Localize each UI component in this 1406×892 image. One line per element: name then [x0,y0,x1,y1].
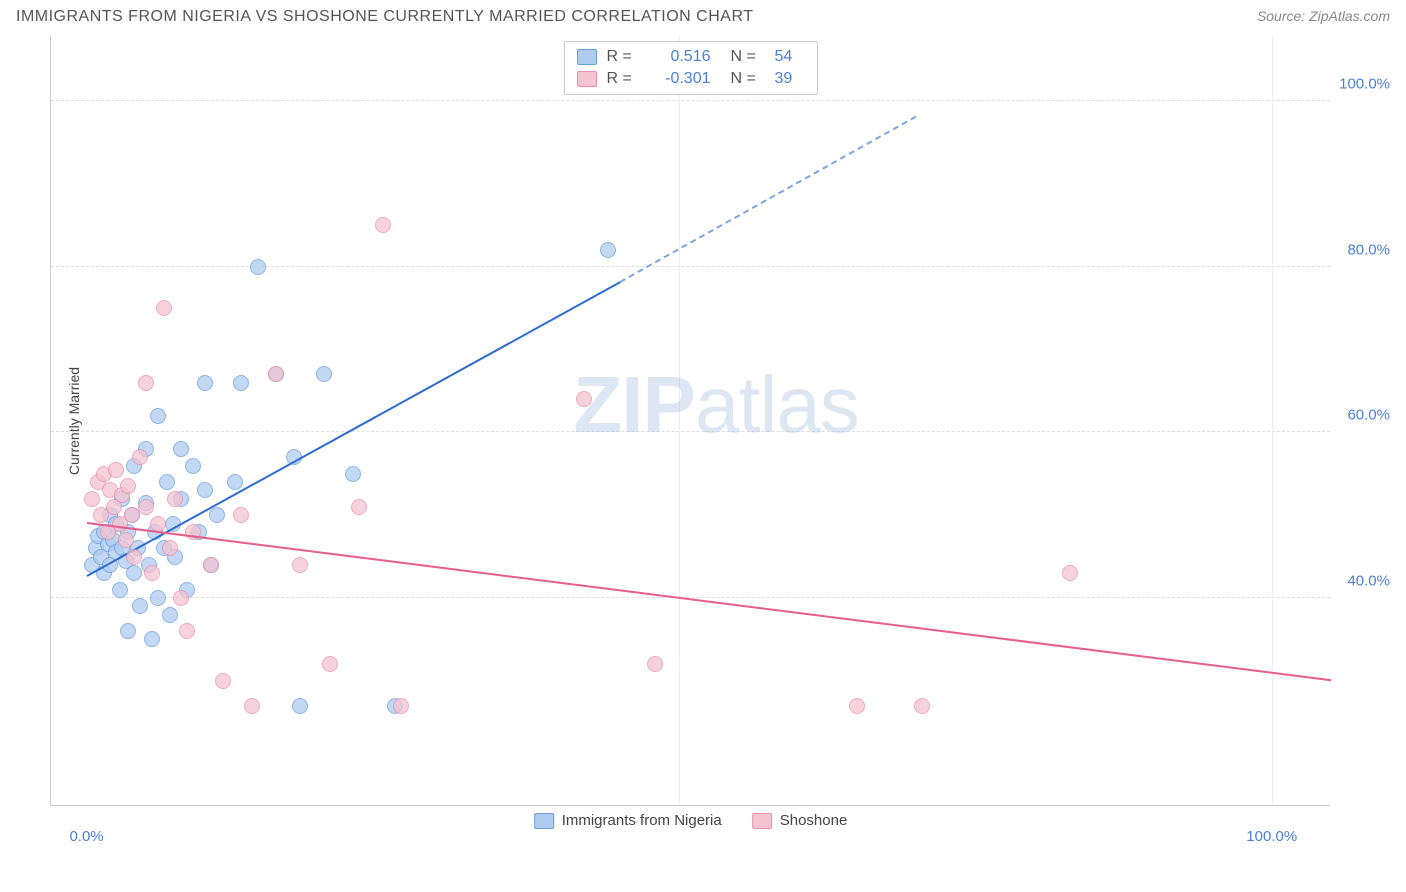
data-point [197,482,213,498]
gridline-horizontal [51,266,1330,267]
data-point [179,623,195,639]
data-point [167,491,183,507]
data-point [292,698,308,714]
data-point [156,300,172,316]
y-tick-label: 40.0% [1347,573,1390,590]
data-point [375,217,391,233]
legend-r-label: R = [607,48,641,66]
data-point [914,698,930,714]
legend-n-label: N = [731,48,765,66]
data-point [144,631,160,647]
gridline-vertical [1272,36,1273,805]
x-tick-label: 0.0% [69,828,103,845]
data-point [173,590,189,606]
data-point [150,408,166,424]
gridline-vertical [679,36,680,805]
data-point [118,532,134,548]
legend-n-value: 54 [775,48,805,66]
data-point [203,557,219,573]
data-point [250,259,266,275]
chart-title: IMMIGRANTS FROM NIGERIA VS SHOSHONE CURR… [16,8,754,26]
data-point [138,375,154,391]
data-point [600,242,616,258]
data-point [150,516,166,532]
data-point [84,491,100,507]
data-point [162,607,178,623]
gridline-horizontal [51,431,1330,432]
data-point [292,557,308,573]
data-point [209,507,225,523]
data-point [197,375,213,391]
data-point [159,474,175,490]
legend-r-value: 0.516 [651,48,711,66]
data-point [351,499,367,515]
y-tick-label: 100.0% [1339,76,1390,93]
data-point [124,507,140,523]
y-tick-label: 60.0% [1347,407,1390,424]
legend-row: R = 0.516 N = 54 [577,46,805,68]
data-point [162,540,178,556]
legend-label: Shoshone [780,812,848,829]
data-point [185,458,201,474]
trend-line [619,116,916,283]
data-point [576,391,592,407]
series-legend: Immigrants from Nigeria Shoshone [534,812,848,829]
data-point [233,507,249,523]
data-point [647,656,663,672]
data-point [268,366,284,382]
legend-n-label: N = [731,70,765,88]
data-point [150,590,166,606]
legend-r-value: -0.301 [651,70,711,88]
data-point [393,698,409,714]
source-attribution: Source: ZipAtlas.com [1257,8,1390,24]
data-point [132,598,148,614]
legend-item: Shoshone [752,812,848,829]
data-point [132,449,148,465]
watermark-prefix: ZIP [573,360,694,449]
data-point [227,474,243,490]
data-point [233,375,249,391]
scatter-plot-area: ZIPatlas R =0.516N =54R =-0.301N =39 Imm… [50,36,1330,806]
watermark-suffix: atlas [695,360,859,449]
data-point [322,656,338,672]
data-point [215,673,231,689]
data-point [1062,565,1078,581]
data-point [120,478,136,494]
data-point [345,466,361,482]
data-point [173,441,189,457]
legend-swatch [577,71,597,87]
data-point [126,565,142,581]
data-point [112,582,128,598]
legend-item: Immigrants from Nigeria [534,812,722,829]
chart-container: Currently Married ZIPatlas R =0.516N =54… [50,36,1406,806]
data-point [849,698,865,714]
data-point [316,366,332,382]
data-point [138,499,154,515]
data-point [244,698,260,714]
correlation-legend: R = 0.516 N = 54 R = -0.301 N = 39 [564,41,818,95]
legend-row: R = -0.301 N = 39 [577,68,805,90]
data-point [144,565,160,581]
legend-swatch [577,49,597,65]
gridline-horizontal [51,100,1330,101]
watermark: ZIPatlas [573,359,858,451]
data-point [108,462,124,478]
legend-swatch [534,813,554,829]
trend-line [86,522,1331,681]
legend-swatch [752,813,772,829]
data-point [120,623,136,639]
data-point [126,549,142,565]
legend-r-label: R = [607,70,641,88]
legend-n-value: 39 [775,70,805,88]
legend-label: Immigrants from Nigeria [562,812,722,829]
y-tick-label: 80.0% [1347,241,1390,258]
x-tick-label: 100.0% [1246,828,1297,845]
